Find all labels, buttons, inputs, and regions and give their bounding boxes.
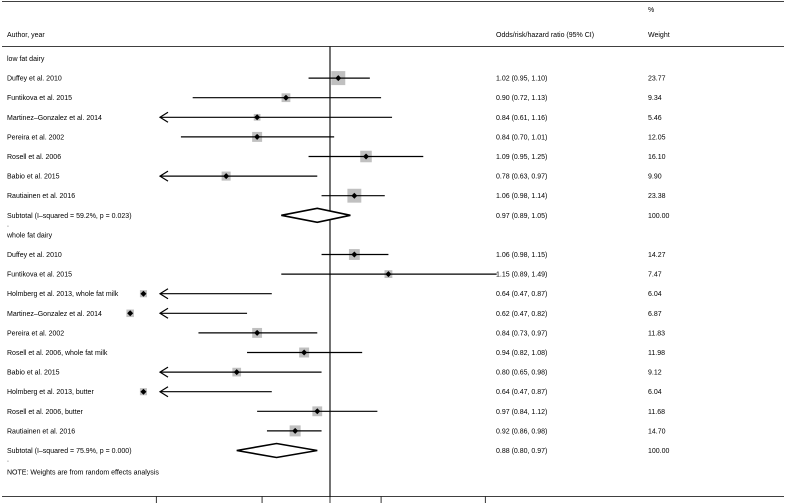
subtotal-weight-value: 100.00 (648, 448, 670, 455)
subtotal-ci-value: 0.97 (0.89, 1.05) (496, 213, 547, 220)
study-weight-value: 11.98 (648, 350, 665, 357)
study-ci-value: 0.94 (0.82, 1.08) (496, 350, 547, 357)
study-point-estimate (233, 369, 240, 376)
study-point-estimate (254, 133, 261, 140)
study-point-estimate (127, 310, 134, 317)
study-ci-arrow (158, 366, 169, 378)
study-ci-value: 0.64 (0.47, 0.87) (496, 389, 547, 396)
study-weight-value: 6.87 (648, 311, 662, 318)
study-weight-value: 23.77 (648, 76, 666, 83)
plot-layer: low fat dairy Duffey et al. 2010 1.02 (0.9… (6, 46, 670, 503)
study-point-estimate (363, 153, 370, 160)
study-ci-value: 0.92 (0.86, 0.98) (496, 428, 547, 435)
header-weight-pct: % (648, 7, 654, 14)
study-label: Duffey et al. 2010 (7, 76, 62, 83)
study-label: Rosell et al. 2006, butter (7, 409, 84, 416)
study-ci-value: 1.02 (0.95, 1.10) (496, 76, 547, 83)
study-label: Funtikova et al. 2015 (7, 272, 72, 279)
study-label: Rautiainen et al. 2016 (7, 428, 75, 435)
study-point-estimate (254, 329, 261, 336)
study-ci-value: 0.78 (0.63, 0.97) (496, 174, 547, 181)
study-point-estimate (351, 192, 358, 199)
study-weight-value: 11.83 (648, 330, 665, 337)
study-ci-value: 1.06 (0.98, 1.15) (496, 252, 547, 259)
study-point-estimate (301, 349, 308, 356)
study-label: Babio et al. 2015 (7, 174, 60, 181)
study-point-estimate (282, 94, 289, 101)
subtotal-weight-value: 100.00 (648, 213, 670, 220)
study-weight-value: 6.04 (648, 291, 662, 298)
subtotal-diamond (281, 207, 351, 224)
study-ci-value: 0.80 (0.65, 0.98) (496, 370, 547, 377)
study-ci-value: 1.09 (0.95, 1.25) (496, 154, 547, 161)
study-weight-value: 16.10 (648, 154, 666, 161)
study-weight-value: 9.34 (648, 95, 662, 102)
study-weight-value: 11.68 (648, 409, 665, 416)
study-ci-value: 1.06 (0.98, 1.14) (496, 193, 547, 200)
study-label: Rosell et al. 2006 (7, 154, 61, 161)
study-point-estimate (140, 388, 147, 395)
study-point-estimate (385, 271, 392, 278)
study-ci-value: 1.15 (0.89, 1.49) (496, 272, 547, 279)
study-label: Holmberg et al. 2013, whole fat milk (7, 291, 119, 298)
row-separator: . (7, 457, 9, 464)
study-ci-value: 0.90 (0.72, 1.13) (496, 95, 547, 102)
study-label: Rosell et al. 2006, whole fat milk (7, 350, 108, 357)
study-ci-value: 0.84 (0.70, 1.01) (496, 134, 547, 141)
study-ci-value: 0.62 (0.47, 0.82) (496, 311, 547, 318)
header-weight: Weight (648, 32, 670, 39)
study-point-estimate (140, 290, 147, 297)
subtotal-ci-value: 0.88 (0.80, 0.97) (496, 448, 547, 455)
group-label: whole fat dairy (6, 232, 53, 239)
subtotal-diamond (236, 442, 318, 459)
subtotal-label: Subtotal (I–squared = 75.9%, p = 0.000) (7, 448, 132, 455)
study-ci-value: 0.84 (0.73, 0.97) (496, 330, 547, 337)
study-point-estimate (292, 427, 299, 434)
study-weight-value: 23.38 (648, 193, 666, 200)
study-weight-value: 9.12 (648, 370, 662, 377)
group-label: low fat dairy (7, 56, 45, 63)
study-point-estimate (351, 251, 358, 258)
study-weight-value: 14.27 (648, 252, 666, 259)
study-weight-value: 7.47 (648, 272, 662, 279)
study-label: Rautiainen et al. 2016 (7, 193, 75, 200)
study-label: Holmberg et al. 2013, butter (7, 389, 94, 396)
study-ci-arrow (158, 170, 169, 182)
header-effect: Odds/risk/hazard ratio (95% CI) (496, 32, 594, 39)
study-label: Duffey et al. 2010 (7, 252, 62, 259)
study-weight-value: 5.46 (648, 115, 662, 122)
study-ci-arrow (158, 307, 169, 319)
study-ci-value: 0.64 (0.47, 0.87) (496, 291, 547, 298)
study-ci-value: 0.84 (0.61, 1.16) (496, 115, 547, 122)
study-label: Pereira et al. 2002 (7, 330, 64, 337)
study-point-estimate (314, 408, 321, 415)
footnote: NOTE: Weights are from random effects an… (7, 470, 159, 477)
study-ci-value: 0.97 (0.84, 1.12) (496, 409, 547, 416)
header-study: Author, year (7, 32, 45, 39)
study-weight-value: 12.05 (648, 134, 666, 141)
study-point-estimate (335, 75, 342, 82)
study-ci-arrow (158, 111, 169, 123)
study-label: Pereira et al. 2002 (7, 134, 64, 141)
study-label: Martinez–Gonzalez et al. 2014 (7, 311, 102, 318)
study-weight-value: 9.90 (648, 174, 662, 181)
study-weight-value: 14.70 (648, 428, 666, 435)
subtotal-label: Subtotal (I–squared = 59.2%, p = 0.023) (7, 213, 132, 220)
study-ci-arrow (158, 386, 169, 398)
study-label: Babio et al. 2015 (7, 370, 60, 377)
row-separator: . (7, 221, 9, 228)
study-point-estimate (223, 173, 230, 180)
study-label: Funtikova et al. 2015 (7, 95, 72, 102)
study-ci-arrow (158, 288, 169, 300)
study-weight-value: 6.04 (648, 389, 662, 396)
study-label: Martinez–Gonzalez et al. 2014 (7, 115, 102, 122)
study-point-estimate (254, 114, 261, 121)
